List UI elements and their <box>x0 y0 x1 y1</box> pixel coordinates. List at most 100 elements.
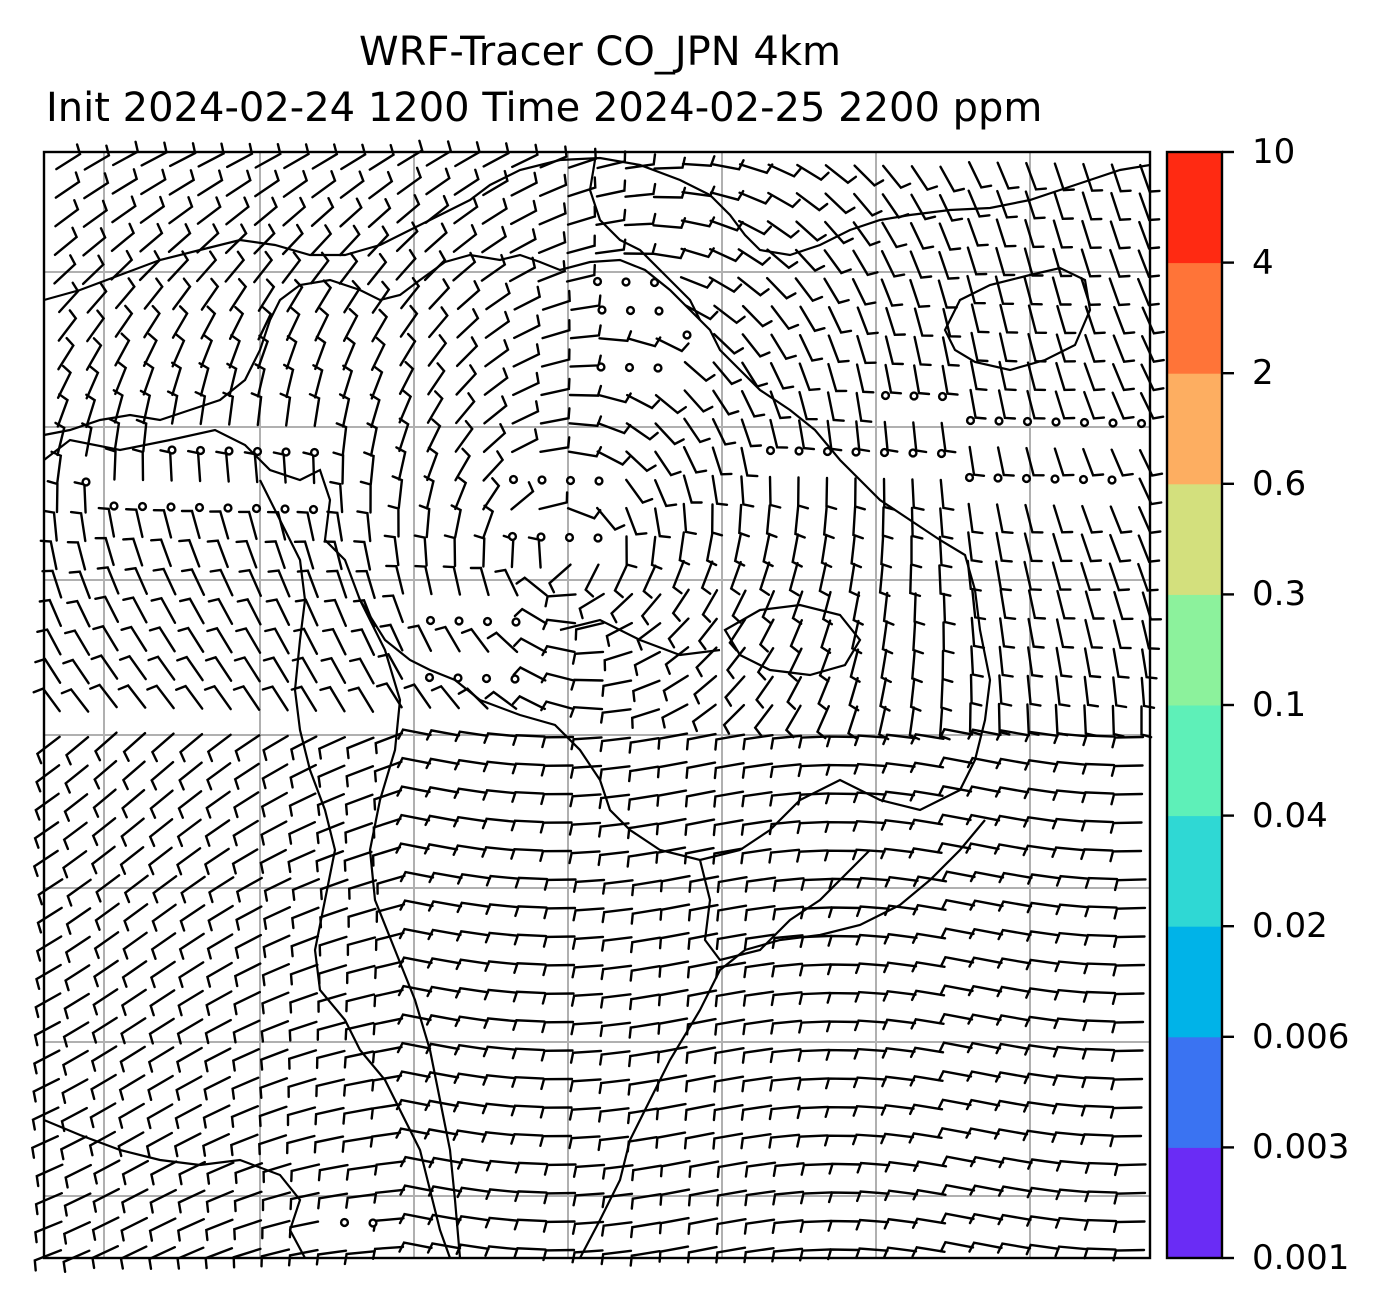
wind-barb <box>626 1136 658 1153</box>
wind-barb <box>202 1133 230 1157</box>
wind-barb <box>968 1212 1004 1225</box>
wind-barb <box>1110 448 1134 477</box>
wind-barb <box>260 1248 291 1268</box>
wind-barb <box>1026 930 1061 942</box>
wind-barb <box>33 1249 63 1272</box>
calm-wind-circle <box>537 475 547 485</box>
wind-barb <box>966 559 982 592</box>
colorbar-bin <box>1167 1036 1222 1148</box>
wind-barb <box>684 304 719 321</box>
wind-barb <box>206 626 233 654</box>
wind-barb <box>909 278 931 308</box>
wind-barb <box>711 418 737 446</box>
wind-barb <box>316 821 345 845</box>
wind-barb <box>1084 1190 1118 1203</box>
wind-barb <box>178 961 205 989</box>
wind-barb <box>541 1020 575 1034</box>
wind-barb <box>908 1132 943 1144</box>
wind-barb <box>630 908 662 925</box>
wind-barb <box>910 989 946 1002</box>
wind-barb <box>594 238 627 255</box>
wind-barb <box>1082 1019 1116 1032</box>
wind-barb <box>738 219 773 236</box>
wind-barb <box>1110 1077 1144 1091</box>
wind-barb <box>206 733 232 763</box>
wind-barb <box>1081 504 1103 534</box>
wind-barb <box>1025 446 1045 477</box>
wind-barb <box>454 1043 489 1056</box>
wind-barb <box>993 843 1029 855</box>
wind-barb <box>708 276 743 294</box>
wind-barb <box>765 504 778 539</box>
wind-barb <box>800 1162 834 1176</box>
wind-barb <box>710 159 745 171</box>
wind-barb <box>314 335 327 371</box>
wind-barb <box>398 417 410 453</box>
wind-barb <box>150 596 177 624</box>
wind-barb <box>346 936 377 957</box>
wind-barb <box>1081 1047 1116 1060</box>
wind-barb <box>570 1021 603 1036</box>
wind-barb <box>1113 1163 1147 1177</box>
wind-barb <box>911 932 947 944</box>
wind-barb <box>788 561 800 597</box>
wind-barb <box>254 363 266 398</box>
calm-wind-circle <box>339 1217 350 1228</box>
wind-barb <box>826 1020 860 1033</box>
wind-barb <box>250 392 263 427</box>
wind-barb <box>683 1131 715 1150</box>
wind-barb <box>482 1045 517 1058</box>
wind-barb <box>1022 844 1057 857</box>
wind-barb <box>714 733 746 751</box>
wind-barb <box>457 872 492 885</box>
wind-barb <box>261 1219 291 1240</box>
wind-barb <box>968 702 981 736</box>
wind-barb <box>53 254 77 285</box>
wind-barb <box>712 847 744 865</box>
wind-barb <box>86 281 108 314</box>
wind-barb <box>713 762 745 780</box>
wind-barb <box>96 566 120 595</box>
wind-barb <box>911 478 925 511</box>
wind-barb <box>1054 1245 1089 1258</box>
wind-barb <box>966 246 988 276</box>
wind-barb <box>1053 190 1074 221</box>
wind-barb <box>1083 1218 1118 1231</box>
wind-barb <box>908 847 943 859</box>
wind-barb <box>135 418 148 453</box>
wind-barb <box>851 278 877 306</box>
wind-barb <box>259 1048 289 1071</box>
wind-barb <box>996 446 1015 477</box>
wind-barb <box>66 599 91 628</box>
wind-barb <box>167 250 190 282</box>
wind-barb <box>1111 704 1125 738</box>
wind-barb <box>289 1191 320 1211</box>
wind-barb <box>36 906 63 934</box>
wind-barb <box>370 365 384 400</box>
wind-barb <box>568 415 603 428</box>
wind-barb <box>176 847 202 876</box>
wind-barb <box>642 564 657 599</box>
wind-barb <box>122 931 148 960</box>
wind-barb <box>179 904 206 932</box>
wind-barb <box>852 819 887 832</box>
wind-barb <box>797 792 830 806</box>
wind-barb <box>81 254 105 286</box>
wind-barb <box>740 1133 772 1150</box>
wind-barb <box>172 277 192 311</box>
wind-barb <box>94 731 118 762</box>
wind-barb <box>64 935 91 964</box>
wind-barb <box>909 789 944 802</box>
wind-barb <box>166 390 179 425</box>
wind-barb <box>937 279 958 309</box>
wind-barb <box>652 186 687 199</box>
wind-barb <box>426 418 442 453</box>
wind-barb <box>1082 447 1105 477</box>
wind-barb <box>599 1021 632 1038</box>
wind-barb <box>742 990 775 1007</box>
wind-barb <box>713 1047 745 1065</box>
wind-barb <box>92 1187 120 1213</box>
wind-barb <box>910 1017 945 1030</box>
wind-barb <box>90 845 116 875</box>
wind-barb <box>1051 276 1072 306</box>
